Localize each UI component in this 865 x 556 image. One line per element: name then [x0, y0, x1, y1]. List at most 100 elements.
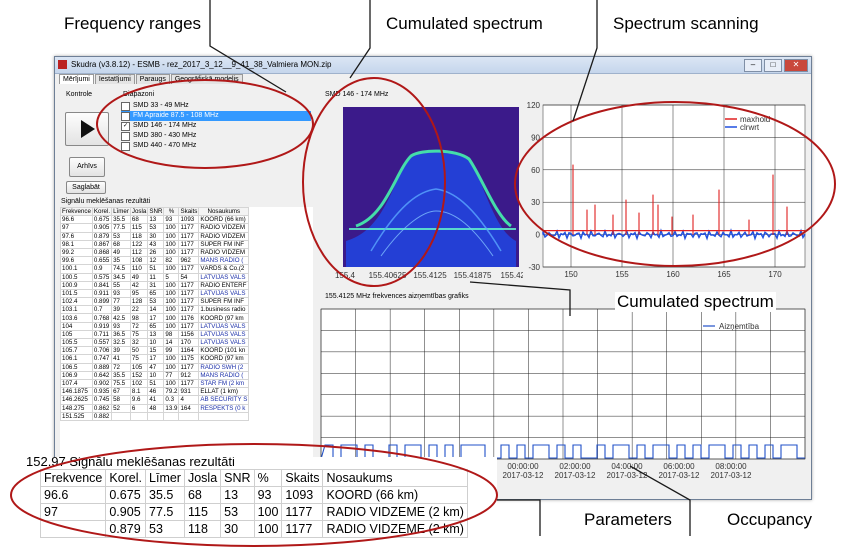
- range-checkbox[interactable]: [121, 131, 130, 141]
- table-row[interactable]: 104 0.919 93 72 65 100 1177 LATVIJAS VALS: [60, 321, 250, 331]
- waterfall-chart[interactable]: 155.4 155.40625 155.4125 155.41875 155.425: [311, 101, 523, 281]
- maximize-button[interactable]: □: [764, 59, 782, 72]
- table-cell: 164: [178, 403, 200, 413]
- table-row[interactable]: 100.9 0.841 55 42 31 100 1177 RADIO ENTERF: [60, 280, 250, 290]
- table-row[interactable]: 151.525 0.882: [60, 411, 250, 421]
- play-button[interactable]: [65, 112, 109, 146]
- table-cell: 14: [147, 305, 165, 315]
- table-row[interactable]: 103.1 0.7 39 22 14 100 1177 1.business radio: [60, 305, 250, 315]
- range-item[interactable]: SMD 440 - 470 MHz: [121, 141, 311, 151]
- table-cell: 12: [147, 256, 165, 266]
- minimize-button[interactable]: –: [744, 59, 762, 72]
- zoomed-table-cell: KOORD (66 km): [322, 486, 468, 504]
- ranges-group-label: Diapazoni: [123, 91, 155, 98]
- table-cell: 5: [163, 272, 180, 282]
- results-col-header[interactable]: Josla: [129, 207, 149, 217]
- table-row[interactable]: 101.5 0.911 93 95 65 100 1177 LATVIJAS VALS: [60, 288, 250, 299]
- legend-clrwrt: clrwrt: [740, 123, 760, 132]
- occupancy-x-time: 02:00:00: [559, 462, 591, 471]
- zoomed-table-cell: 97: [39, 503, 107, 521]
- tab-measurements[interactable]: Mērījumi: [59, 74, 94, 84]
- zoomed-table-row: 96.6 0.675 35.5 68 13 93 1093 KOORD (66 km): [39, 486, 468, 504]
- table-row[interactable]: 103.6 0.768 42.5 98 17 100 1176 KOORD (97 km: [60, 313, 250, 323]
- table-row[interactable]: 106.1 0.747 41 75 17 100 1175 KOORD (97 km: [60, 354, 250, 364]
- results-col-header[interactable]: Skaits: [178, 207, 200, 217]
- range-checkbox[interactable]: ✓: [121, 121, 130, 131]
- table-cell: 17: [147, 313, 165, 323]
- table-cell: 1177: [178, 223, 200, 233]
- table-row[interactable]: 105 0.711 36.5 75 13 98 1156 LATVIJAS VALS: [60, 329, 250, 340]
- range-item[interactable]: ✓ SMD 146 - 174 MHz: [121, 121, 311, 131]
- scan-x-tick: 170: [768, 270, 782, 279]
- table-cell: RADIO VIDZEM: [198, 231, 250, 241]
- table-row[interactable]: 102.4 0.899 77 128 53 100 1177 SUPER FM INF: [60, 297, 250, 307]
- table-row[interactable]: 99.6 0.655 35 108 12 82 962 MANS RADIO (: [60, 256, 250, 266]
- table-cell: 1175: [178, 354, 200, 364]
- table-row[interactable]: 100.5 0.575 34.5 49 11 5 54 LATVIJAS VALS: [60, 272, 250, 282]
- range-item[interactable]: SMD 380 - 430 MHz: [121, 131, 311, 141]
- table-row[interactable]: 105.5 0.557 32.5 32 10 14 170 LATVIJAS VALS: [60, 337, 250, 348]
- table-cell: 50: [129, 346, 149, 356]
- table-cell: 58: [111, 395, 131, 405]
- archive-button[interactable]: Arhīvs: [69, 157, 105, 177]
- zoomed-table-cell: RADIO VIDZEME (2 km): [322, 520, 468, 538]
- results-col-header[interactable]: Nosaukums: [198, 207, 250, 217]
- table-cell: 100.1: [60, 264, 93, 274]
- annotation-frequency-ranges: Frequency ranges: [64, 14, 202, 33]
- table-row[interactable]: 97 0.905 77.5 115 53 100 1177 RADIO VIDZEM: [60, 223, 250, 233]
- table-row[interactable]: 146.2625 0.745 58 9.6 41 0.3 4 AB SECURITY S: [60, 395, 250, 405]
- table-row[interactable]: 146.1875 0.935 67 8.1 46 79.2 931 ELLAT (1 km): [60, 387, 250, 397]
- table-cell: 0.557: [91, 337, 113, 348]
- results-col-header[interactable]: %: [163, 207, 180, 217]
- table-cell: 1164: [178, 346, 200, 356]
- results-col-header[interactable]: Līmer: [111, 207, 131, 217]
- table-row[interactable]: 105.7 0.706 39 50 15 99 1164 KOORD (101 kn: [60, 346, 250, 356]
- results-col-header[interactable]: Frekvence: [60, 207, 93, 217]
- occupancy-chart[interactable]: Aizņemtība 22:00:002017-03-1100:00:00201…: [311, 303, 809, 497]
- range-checkbox[interactable]: [121, 111, 130, 121]
- save-button[interactable]: Saglabāt: [66, 181, 106, 194]
- tab-geo-model[interactable]: Ģeogrāfiskā modelis: [170, 74, 243, 84]
- zoomed-results-table: 152.97 Signālu meklēšanas rezultāti Frek…: [0, 457, 497, 556]
- table-row[interactable]: 106.9 0.642 35.5 152 10 77 912 MANS RADIO (: [60, 370, 250, 380]
- range-item[interactable]: FM Apraide 87.5 - 108 MHz: [121, 111, 311, 121]
- table-cell: 35: [111, 256, 131, 266]
- scan-y-tick: 0: [536, 231, 541, 240]
- table-row[interactable]: 97.6 0.879 53 118 30 100 1177 RADIO VIDZEM: [60, 231, 250, 241]
- tab-settings[interactable]: Iestatījumi: [94, 74, 135, 84]
- table-row[interactable]: 96.6 0.675 35.5 68 13 93 1093 KOORD (66 km): [60, 215, 250, 225]
- table-row[interactable]: 99.2 0.868 49 112 26 100 1177 RADIO VIDZEM: [60, 247, 250, 258]
- table-cell: 0.935: [91, 387, 113, 397]
- table-cell: 99: [163, 346, 180, 356]
- range-item[interactable]: SMD 33 - 49 MHz: [121, 101, 311, 111]
- range-label: FM Apraide 87.5 - 108 MHz: [133, 112, 219, 119]
- table-row[interactable]: 106.5 0.889 72 105 47 100 1177 RADIO SWH (2: [60, 362, 250, 372]
- table-row[interactable]: 100.1 0.9 74.5 110 51 100 1177 VĀRDS & Co.(2: [60, 264, 250, 274]
- results-title: Signālu meklēšanas rezultāti: [61, 198, 151, 205]
- table-cell: 105: [60, 329, 93, 340]
- close-button[interactable]: ✕: [784, 59, 808, 72]
- results-col-header[interactable]: Korel.: [91, 207, 113, 217]
- zoomed-table-cell: 0.675: [105, 486, 147, 504]
- range-checkbox[interactable]: [121, 101, 130, 111]
- zoomed-table-cell: 13: [220, 486, 255, 504]
- table-row[interactable]: 148.275 0.862 52 6 48 13.9 164 RESPEKTS (0 k: [60, 403, 250, 413]
- table-cell: 146.1875: [60, 387, 93, 397]
- table-row[interactable]: 107.4 0.902 75.5 102 51 100 1177 STAR FM (2 km: [60, 378, 250, 389]
- tab-sample[interactable]: Paraugs: [135, 74, 170, 84]
- table-cell: 146.2625: [60, 395, 93, 405]
- occupancy-x-date: 2017-03-12: [711, 471, 752, 480]
- table-cell: LATVIJAS VALS: [198, 288, 250, 299]
- table-cell: 46: [147, 387, 165, 397]
- table-cell: 100: [163, 280, 180, 290]
- results-col-header[interactable]: SNR: [147, 207, 165, 217]
- results-table-panel[interactable]: Frekvence Korel. Līmer Josla SNR% Skaits Nosau…: [60, 207, 313, 497]
- table-cell: 103.1: [60, 305, 93, 315]
- app-window: Skudra (v3.8.12) - ESMB - rez_2017_3_12_…: [54, 56, 812, 500]
- table-cell: 106.9: [60, 370, 93, 380]
- table-cell: 13.9: [163, 403, 180, 413]
- table-cell: 65: [147, 321, 165, 331]
- table-row[interactable]: 98.1 0.867 68 122 43 100 1177 SUPER FM INF: [60, 239, 250, 249]
- range-checkbox[interactable]: [121, 141, 130, 151]
